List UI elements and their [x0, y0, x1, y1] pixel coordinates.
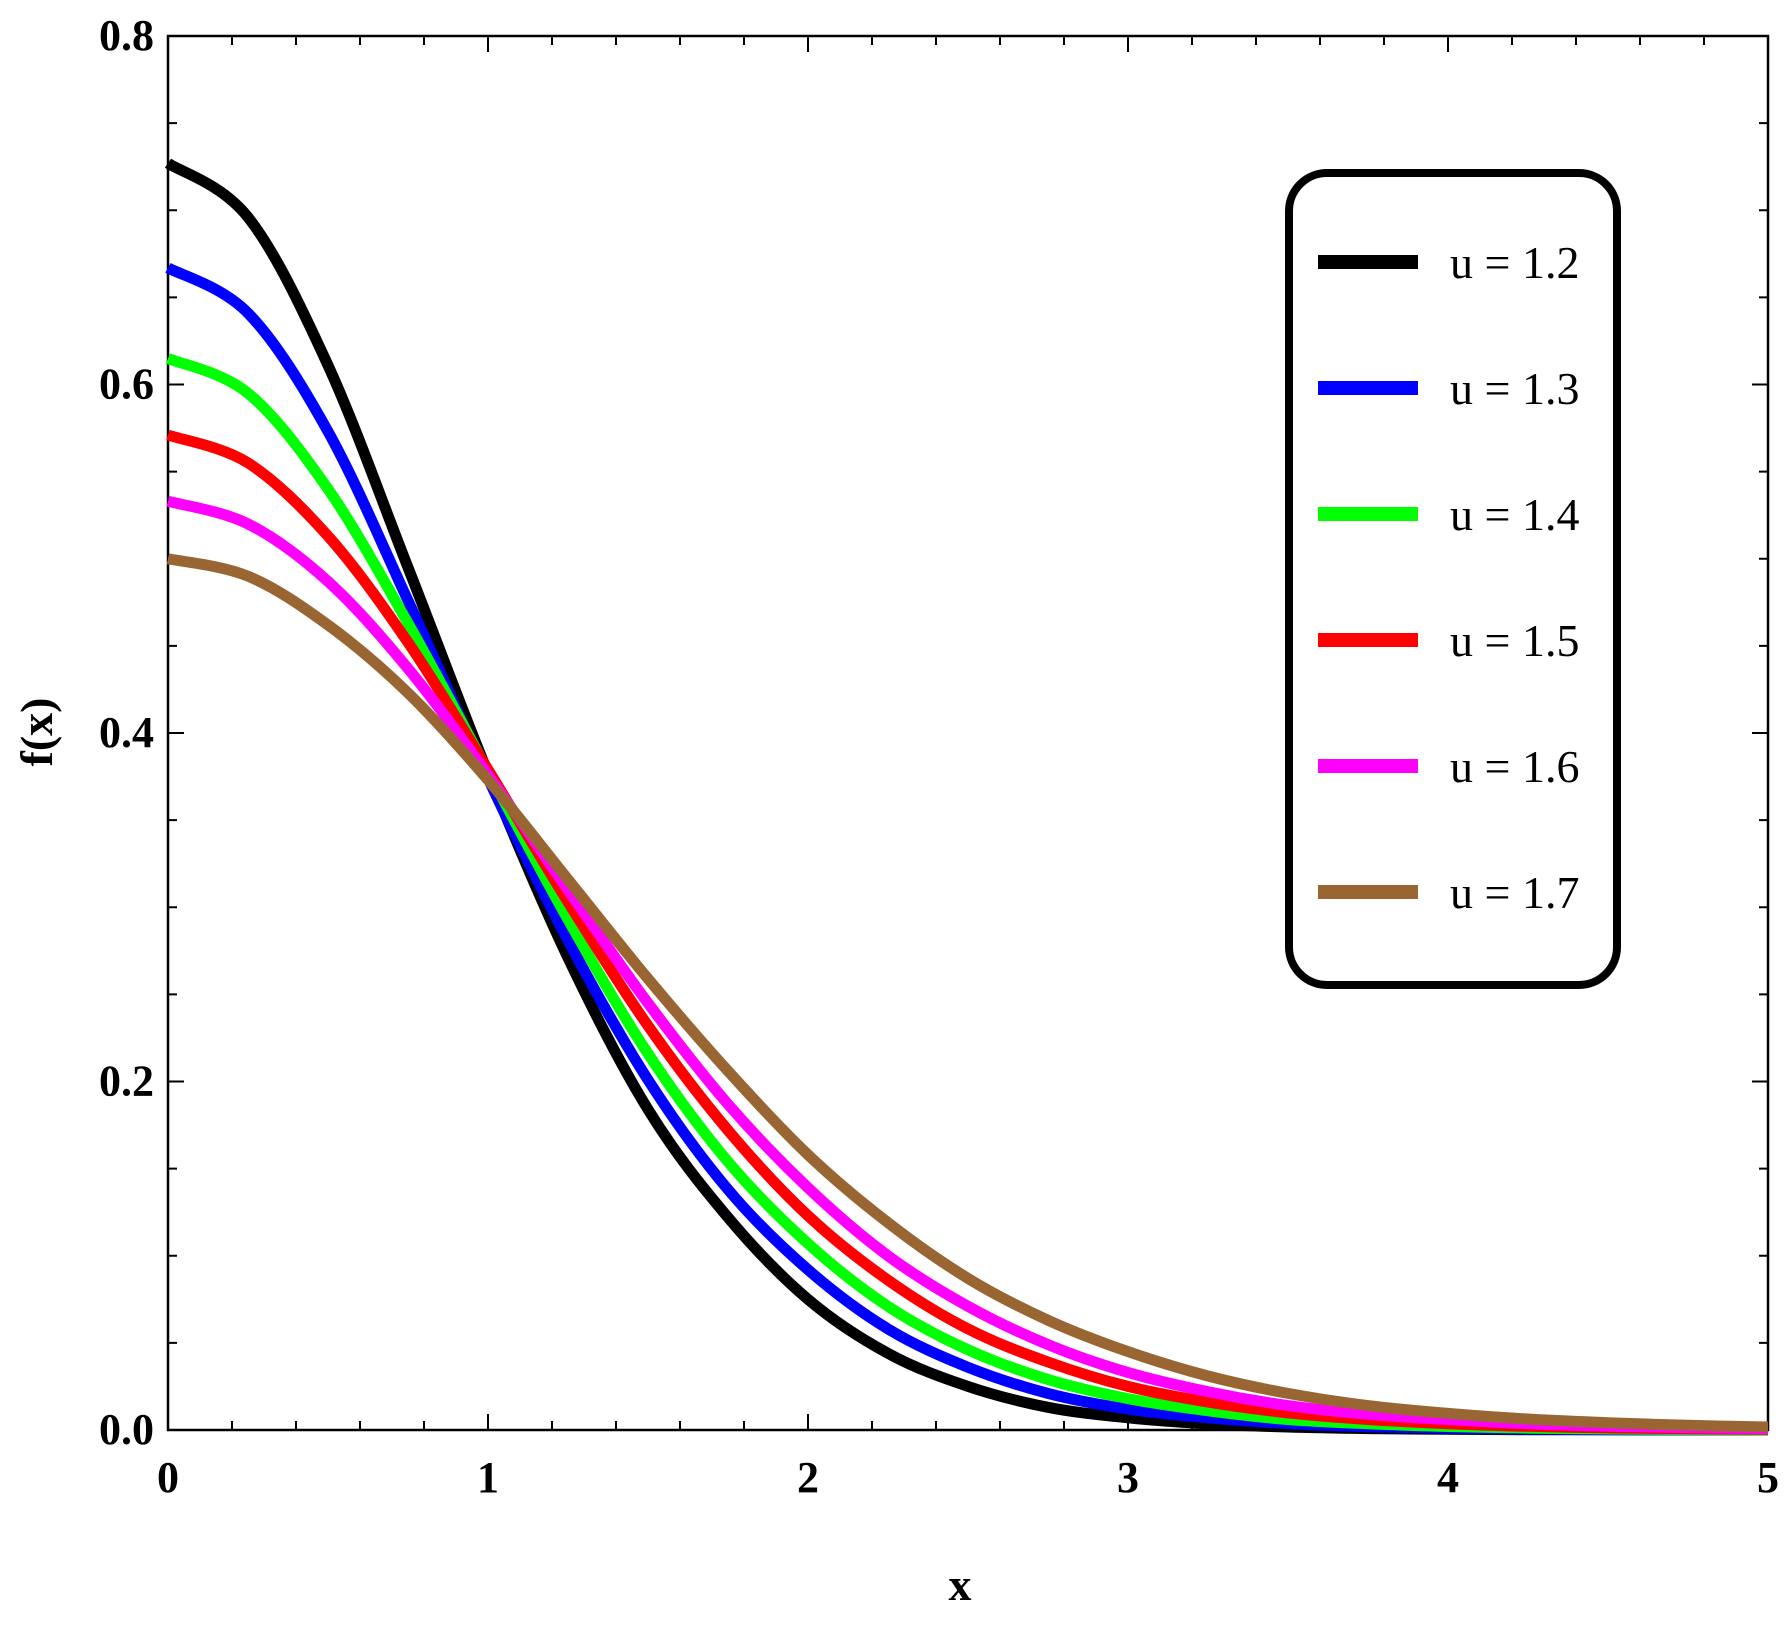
y-tick-label: 0.2 [99, 1057, 154, 1106]
y-axis-title: f(x) [11, 698, 62, 767]
legend-label: u = 1.3 [1450, 363, 1579, 414]
legend-label: u = 1.2 [1450, 237, 1579, 288]
legend-label: u = 1.5 [1450, 615, 1579, 666]
x-tick-label: 1 [477, 1453, 499, 1502]
x-tick-label: 3 [1117, 1453, 1139, 1502]
series-line-6 [166, 553, 1769, 1433]
legend-label: u = 1.4 [1450, 489, 1579, 540]
legend-label: u = 1.7 [1450, 867, 1579, 918]
x-tick-label: 2 [797, 1453, 819, 1502]
y-tick-label: 0.4 [99, 708, 154, 757]
x-tick-label: 5 [1757, 1453, 1779, 1502]
series-line-5 [166, 495, 1769, 1435]
y-tick-label: 0.6 [99, 360, 154, 409]
legend-box [1285, 169, 1621, 989]
x-tick-label: 0 [157, 1453, 179, 1502]
legend-label: u = 1.6 [1450, 741, 1579, 792]
y-tick-label: 0.8 [99, 11, 154, 60]
y-tick-label: 0.0 [99, 1405, 154, 1454]
x-axis-title: x [949, 1559, 972, 1610]
x-tick-label: 4 [1437, 1453, 1459, 1502]
